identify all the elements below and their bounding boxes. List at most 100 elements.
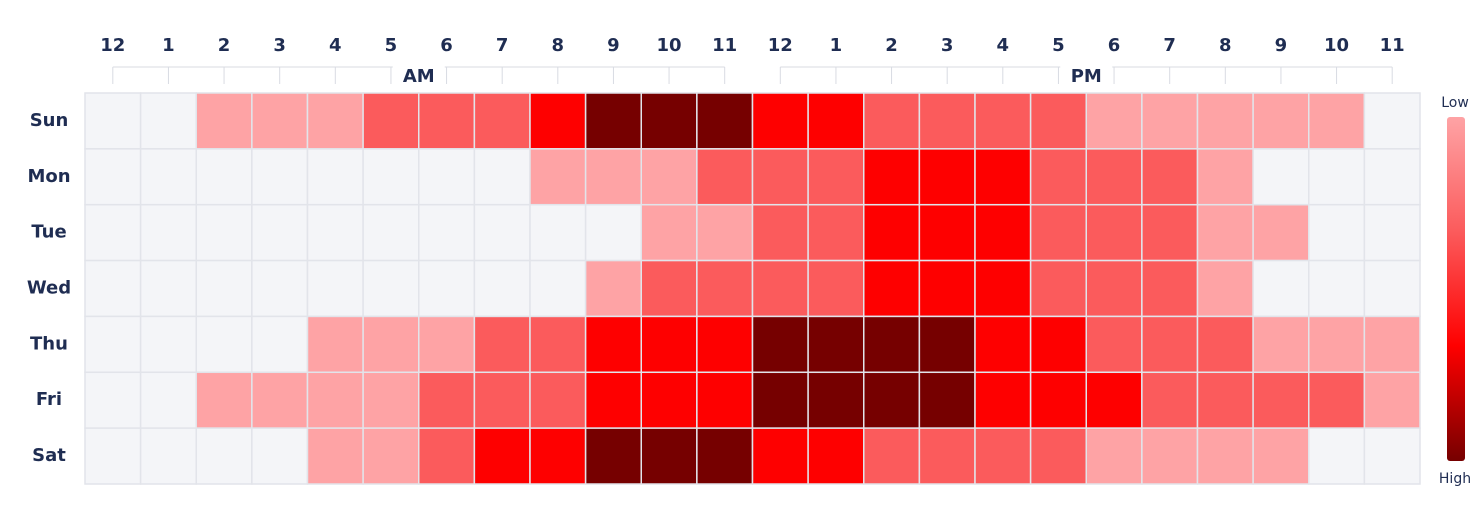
x-tick-label: 5 (385, 35, 398, 56)
heat-cell (918, 259, 976, 318)
heat-cell (362, 315, 420, 374)
heat-cell (1252, 259, 1310, 318)
heat-cell (529, 92, 587, 150)
heat-cell (1308, 371, 1366, 429)
legend-high: High (1439, 471, 1471, 487)
y-tick-label: Thu (30, 333, 68, 354)
heat-cell (807, 315, 865, 374)
x-tick-label: 3 (941, 35, 954, 56)
heat-cell (1196, 203, 1254, 262)
heat-cell (84, 92, 142, 150)
heat-cell (1029, 203, 1087, 262)
heat-cell (251, 427, 309, 485)
heat-cell (1029, 148, 1087, 206)
heat-cell (863, 148, 921, 206)
x-tick-label: 7 (1163, 35, 1176, 56)
heat-cell (751, 203, 809, 262)
heat-cell (1196, 92, 1254, 150)
heat-cell (1141, 315, 1199, 374)
heat-cell (1252, 203, 1310, 262)
heat-cell (807, 148, 865, 206)
heat-cell (640, 427, 698, 485)
heat-cell (696, 148, 754, 206)
heat-cell (974, 148, 1032, 206)
heat-cell (1085, 427, 1143, 485)
x-tick-label: 4 (997, 35, 1010, 56)
heat-cell (473, 203, 531, 262)
heat-cell (807, 203, 865, 262)
x-tick-label: 2 (885, 35, 898, 56)
heat-cell (807, 92, 865, 150)
heat-cell (529, 427, 587, 485)
heat-cell (362, 259, 420, 318)
heat-cell (139, 315, 197, 374)
x-tick-label: 11 (712, 35, 737, 56)
heat-cell (918, 315, 976, 374)
heat-cell (251, 315, 309, 374)
heat-cell (251, 92, 309, 150)
heat-cell (918, 203, 976, 262)
heat-cell (918, 427, 976, 485)
heat-cell (306, 203, 364, 262)
heat-cell (306, 259, 364, 318)
heat-cell (751, 259, 809, 318)
heat-cell (195, 203, 253, 262)
heat-cell (1196, 259, 1254, 318)
legend-low: Low (1441, 95, 1469, 111)
heat-cell (1196, 315, 1254, 374)
heat-cell (1363, 148, 1421, 206)
heat-cell (807, 259, 865, 318)
heat-cell (974, 203, 1032, 262)
heat-cell (139, 427, 197, 485)
heat-cell (696, 203, 754, 262)
group-label: PM (1071, 66, 1102, 87)
heat-cell (584, 203, 642, 262)
heat-cell (84, 259, 142, 318)
heat-cell (84, 148, 142, 206)
heat-cell (195, 148, 253, 206)
y-tick-label: Mon (27, 166, 70, 187)
x-tick-label: 5 (1052, 35, 1065, 56)
heat-cell (974, 371, 1032, 429)
heat-cell (84, 203, 142, 262)
heat-cell (473, 259, 531, 318)
heat-cell (362, 371, 420, 429)
heat-cell (418, 92, 476, 150)
heat-cell (863, 92, 921, 150)
y-tick-label: Fri (36, 389, 62, 410)
heat-cell (362, 148, 420, 206)
heat-cell (863, 427, 921, 485)
heat-cell (807, 371, 865, 429)
heat-cell (584, 92, 642, 150)
heat-cell (1252, 427, 1310, 485)
heat-cell (1085, 259, 1143, 318)
x-tick-label: 1 (830, 35, 843, 56)
legend-bar (1447, 117, 1465, 461)
heat-cell (139, 371, 197, 429)
heat-cell (362, 203, 420, 262)
heat-cell (139, 92, 197, 150)
heat-cell (751, 148, 809, 206)
heat-cell (529, 259, 587, 318)
heat-cell (139, 203, 197, 262)
heat-cell (1085, 148, 1143, 206)
heat-cell (1308, 92, 1366, 150)
y-tick-label: Sat (32, 445, 66, 466)
heat-cell (1363, 92, 1421, 150)
heat-cell (1141, 259, 1199, 318)
heat-cell (529, 148, 587, 206)
heat-cell (974, 427, 1032, 485)
heat-cell (195, 259, 253, 318)
heat-cell (473, 315, 531, 374)
x-tick-label: 8 (552, 35, 565, 56)
heat-cell (1308, 259, 1366, 318)
x-tick-label: 10 (1324, 35, 1349, 56)
heat-cell (640, 148, 698, 206)
heat-cell (306, 315, 364, 374)
heat-cell (1363, 371, 1421, 429)
heat-cell (918, 371, 976, 429)
heat-cell (640, 92, 698, 150)
heat-cell (696, 315, 754, 374)
heat-cell (1141, 427, 1199, 485)
heat-cell (362, 427, 420, 485)
